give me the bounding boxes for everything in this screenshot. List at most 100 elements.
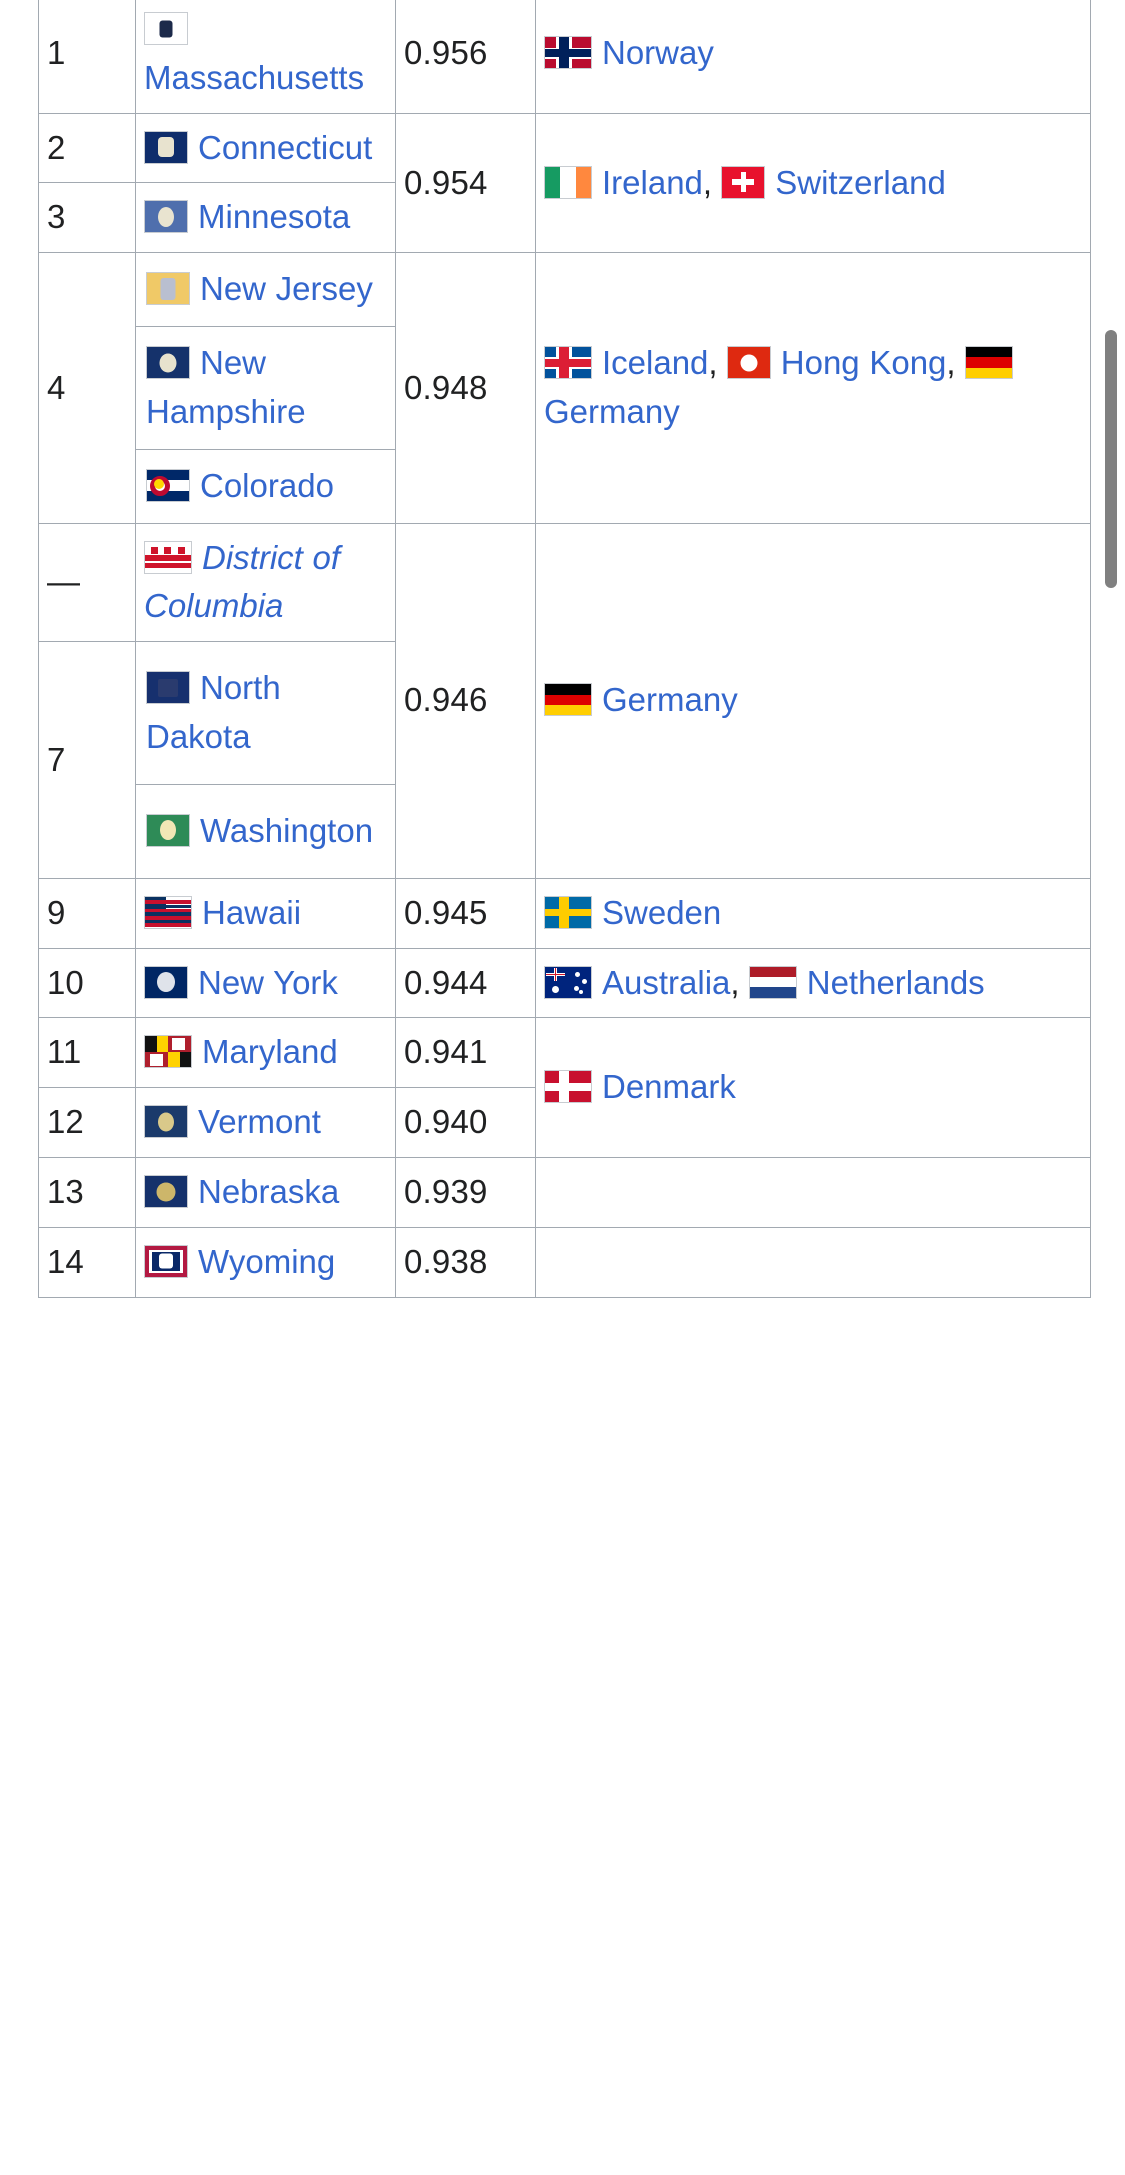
country-separator: , xyxy=(708,344,718,382)
country-link[interactable]: Australia xyxy=(602,963,731,1001)
state-link[interactable]: Massachusetts xyxy=(144,58,365,96)
maryland-flag-icon xyxy=(144,1035,192,1069)
table-row: 7 North Dakota Washington xyxy=(38,641,1091,879)
hdi-value-cell: 0.948 xyxy=(395,252,536,524)
new-hampshire-flag-icon xyxy=(146,346,190,380)
rank-cell: 4 xyxy=(38,252,136,524)
state-cell: Wyoming xyxy=(135,1226,396,1298)
state-cell: Maryland xyxy=(135,1017,396,1089)
hdi-value-cell: 0.940 xyxy=(395,1087,536,1159)
rank-cell: — xyxy=(38,522,136,643)
state-link[interactable]: New York xyxy=(198,963,338,1001)
table-row: 9 Hawaii 0.945 Sweden xyxy=(38,877,1091,949)
state-link[interactable]: Nebraska xyxy=(198,1173,340,1211)
country-link[interactable]: Denmark xyxy=(602,1068,736,1106)
rank-cell: 14 xyxy=(38,1226,136,1298)
state-subcell: North Dakota xyxy=(136,642,395,785)
hdi-value-cell: 0.954 xyxy=(395,112,536,254)
hdi-value-cell: 0.946 xyxy=(395,522,536,879)
rank-cell: 12 xyxy=(38,1087,136,1159)
hdi-value-cell: 0.938 xyxy=(395,1226,536,1298)
rank-cell: 3 xyxy=(38,182,136,254)
hdi-value-cell: 0.944 xyxy=(395,947,536,1019)
state-link[interactable]: Colorado xyxy=(200,466,334,504)
state-link[interactable]: Minnesota xyxy=(198,198,351,236)
hawaii-flag-icon xyxy=(144,895,192,929)
state-link[interactable]: Connecticut xyxy=(198,128,373,166)
table-row: — District of Columbia 0.946 Germany xyxy=(38,522,1091,879)
district-of-columbia-flag-icon xyxy=(144,540,192,574)
table-row: 10 New York 0.944 Australia, Nethe xyxy=(38,947,1091,1019)
country-cell: Ireland, Switzerland xyxy=(535,112,1091,254)
rank-cell: 9 xyxy=(38,877,136,949)
state-link[interactable]: Vermont xyxy=(198,1103,321,1141)
new-jersey-flag-icon xyxy=(146,272,190,306)
list-item: New Hampshire xyxy=(136,326,395,450)
colorado-flag-icon xyxy=(146,468,190,502)
table-row: 14 Wyoming 0.938 xyxy=(38,1226,1091,1298)
state-link[interactable]: Hawaii xyxy=(202,893,302,931)
state-cell: Hawaii xyxy=(135,877,396,949)
state-subcell: New Jersey xyxy=(136,253,395,328)
state-link[interactable]: Wyoming xyxy=(198,1242,336,1280)
state-cell: New York xyxy=(135,947,396,1019)
country-link[interactable]: Ireland xyxy=(602,163,703,201)
state-link[interactable]: North Dakota xyxy=(146,669,281,756)
rank-cell: 2 xyxy=(38,112,136,184)
country-cell: Australia, Netherlands xyxy=(535,947,1091,1019)
country-link[interactable]: Sweden xyxy=(602,893,722,931)
state-link[interactable]: District of Columbia xyxy=(144,538,341,625)
country-link[interactable]: Switzerland xyxy=(775,163,946,201)
state-link[interactable]: New Jersey xyxy=(200,270,373,308)
new-york-flag-icon xyxy=(144,965,188,999)
australia-flag-icon xyxy=(544,965,592,999)
state-link[interactable]: Maryland xyxy=(202,1033,338,1071)
list-item: New Jersey xyxy=(136,253,395,328)
country-link[interactable]: Hong Kong xyxy=(780,344,947,382)
hdi-value-cell: 0.956 xyxy=(395,0,536,114)
rank-cell: 13 xyxy=(38,1157,136,1228)
rank-cell: 1 xyxy=(38,0,136,114)
minnesota-flag-icon xyxy=(144,200,188,234)
state-cell: Nebraska xyxy=(135,1157,396,1228)
table-row: 13 Nebraska 0.939 xyxy=(38,1157,1091,1228)
state-cell: Vermont xyxy=(135,1087,396,1159)
ireland-flag-icon xyxy=(544,165,592,199)
rank-cell: 11 xyxy=(38,1017,136,1089)
rank-cell: 10 xyxy=(38,947,136,1019)
state-link[interactable]: New Hampshire xyxy=(146,344,306,430)
hdi-value-cell: 0.945 xyxy=(395,877,536,949)
table-row: 3 Minnesota xyxy=(38,182,1091,254)
country-cell: Norway xyxy=(535,0,1091,114)
state-subcell: Colorado xyxy=(136,449,395,523)
iceland-flag-icon xyxy=(544,346,592,380)
state-cell: Connecticut xyxy=(135,112,396,184)
country-cell: Denmark xyxy=(535,1017,1091,1159)
state-group-cell: North Dakota Washington xyxy=(135,641,396,879)
germany-flag-icon xyxy=(964,346,1013,380)
country-separator: , xyxy=(946,344,956,382)
connecticut-flag-icon xyxy=(144,130,188,164)
country-link[interactable]: Netherlands xyxy=(806,963,985,1001)
vertical-scrollbar-thumb[interactable] xyxy=(1105,330,1117,588)
state-link[interactable]: Washington xyxy=(200,811,374,849)
country-link[interactable]: Norway xyxy=(602,34,714,72)
table-row: 4 New Jersey New Hampshire xyxy=(38,252,1091,524)
state-sublist: New Jersey New Hampshire Colorado xyxy=(136,253,395,523)
list-item: North Dakota xyxy=(136,642,395,785)
country-cell: Sweden xyxy=(535,877,1091,949)
washington-flag-icon xyxy=(146,813,190,847)
state-group-cell: New Jersey New Hampshire Colorado xyxy=(135,252,396,524)
table-row: 11 Maryland 0.941 Denmark xyxy=(38,1017,1091,1159)
country-link[interactable]: Germany xyxy=(602,681,738,719)
rank-cell: 7 xyxy=(38,641,136,879)
north-dakota-flag-icon xyxy=(146,671,190,705)
hdi-value-cell: 0.941 xyxy=(395,1017,536,1089)
country-link[interactable]: Iceland xyxy=(602,344,709,382)
list-item: Washington xyxy=(136,784,395,878)
country-cell-empty xyxy=(535,1226,1091,1298)
country-separator: , xyxy=(702,163,713,201)
state-cell: Massachusetts xyxy=(135,0,396,114)
country-link[interactable]: Germany xyxy=(544,392,680,430)
